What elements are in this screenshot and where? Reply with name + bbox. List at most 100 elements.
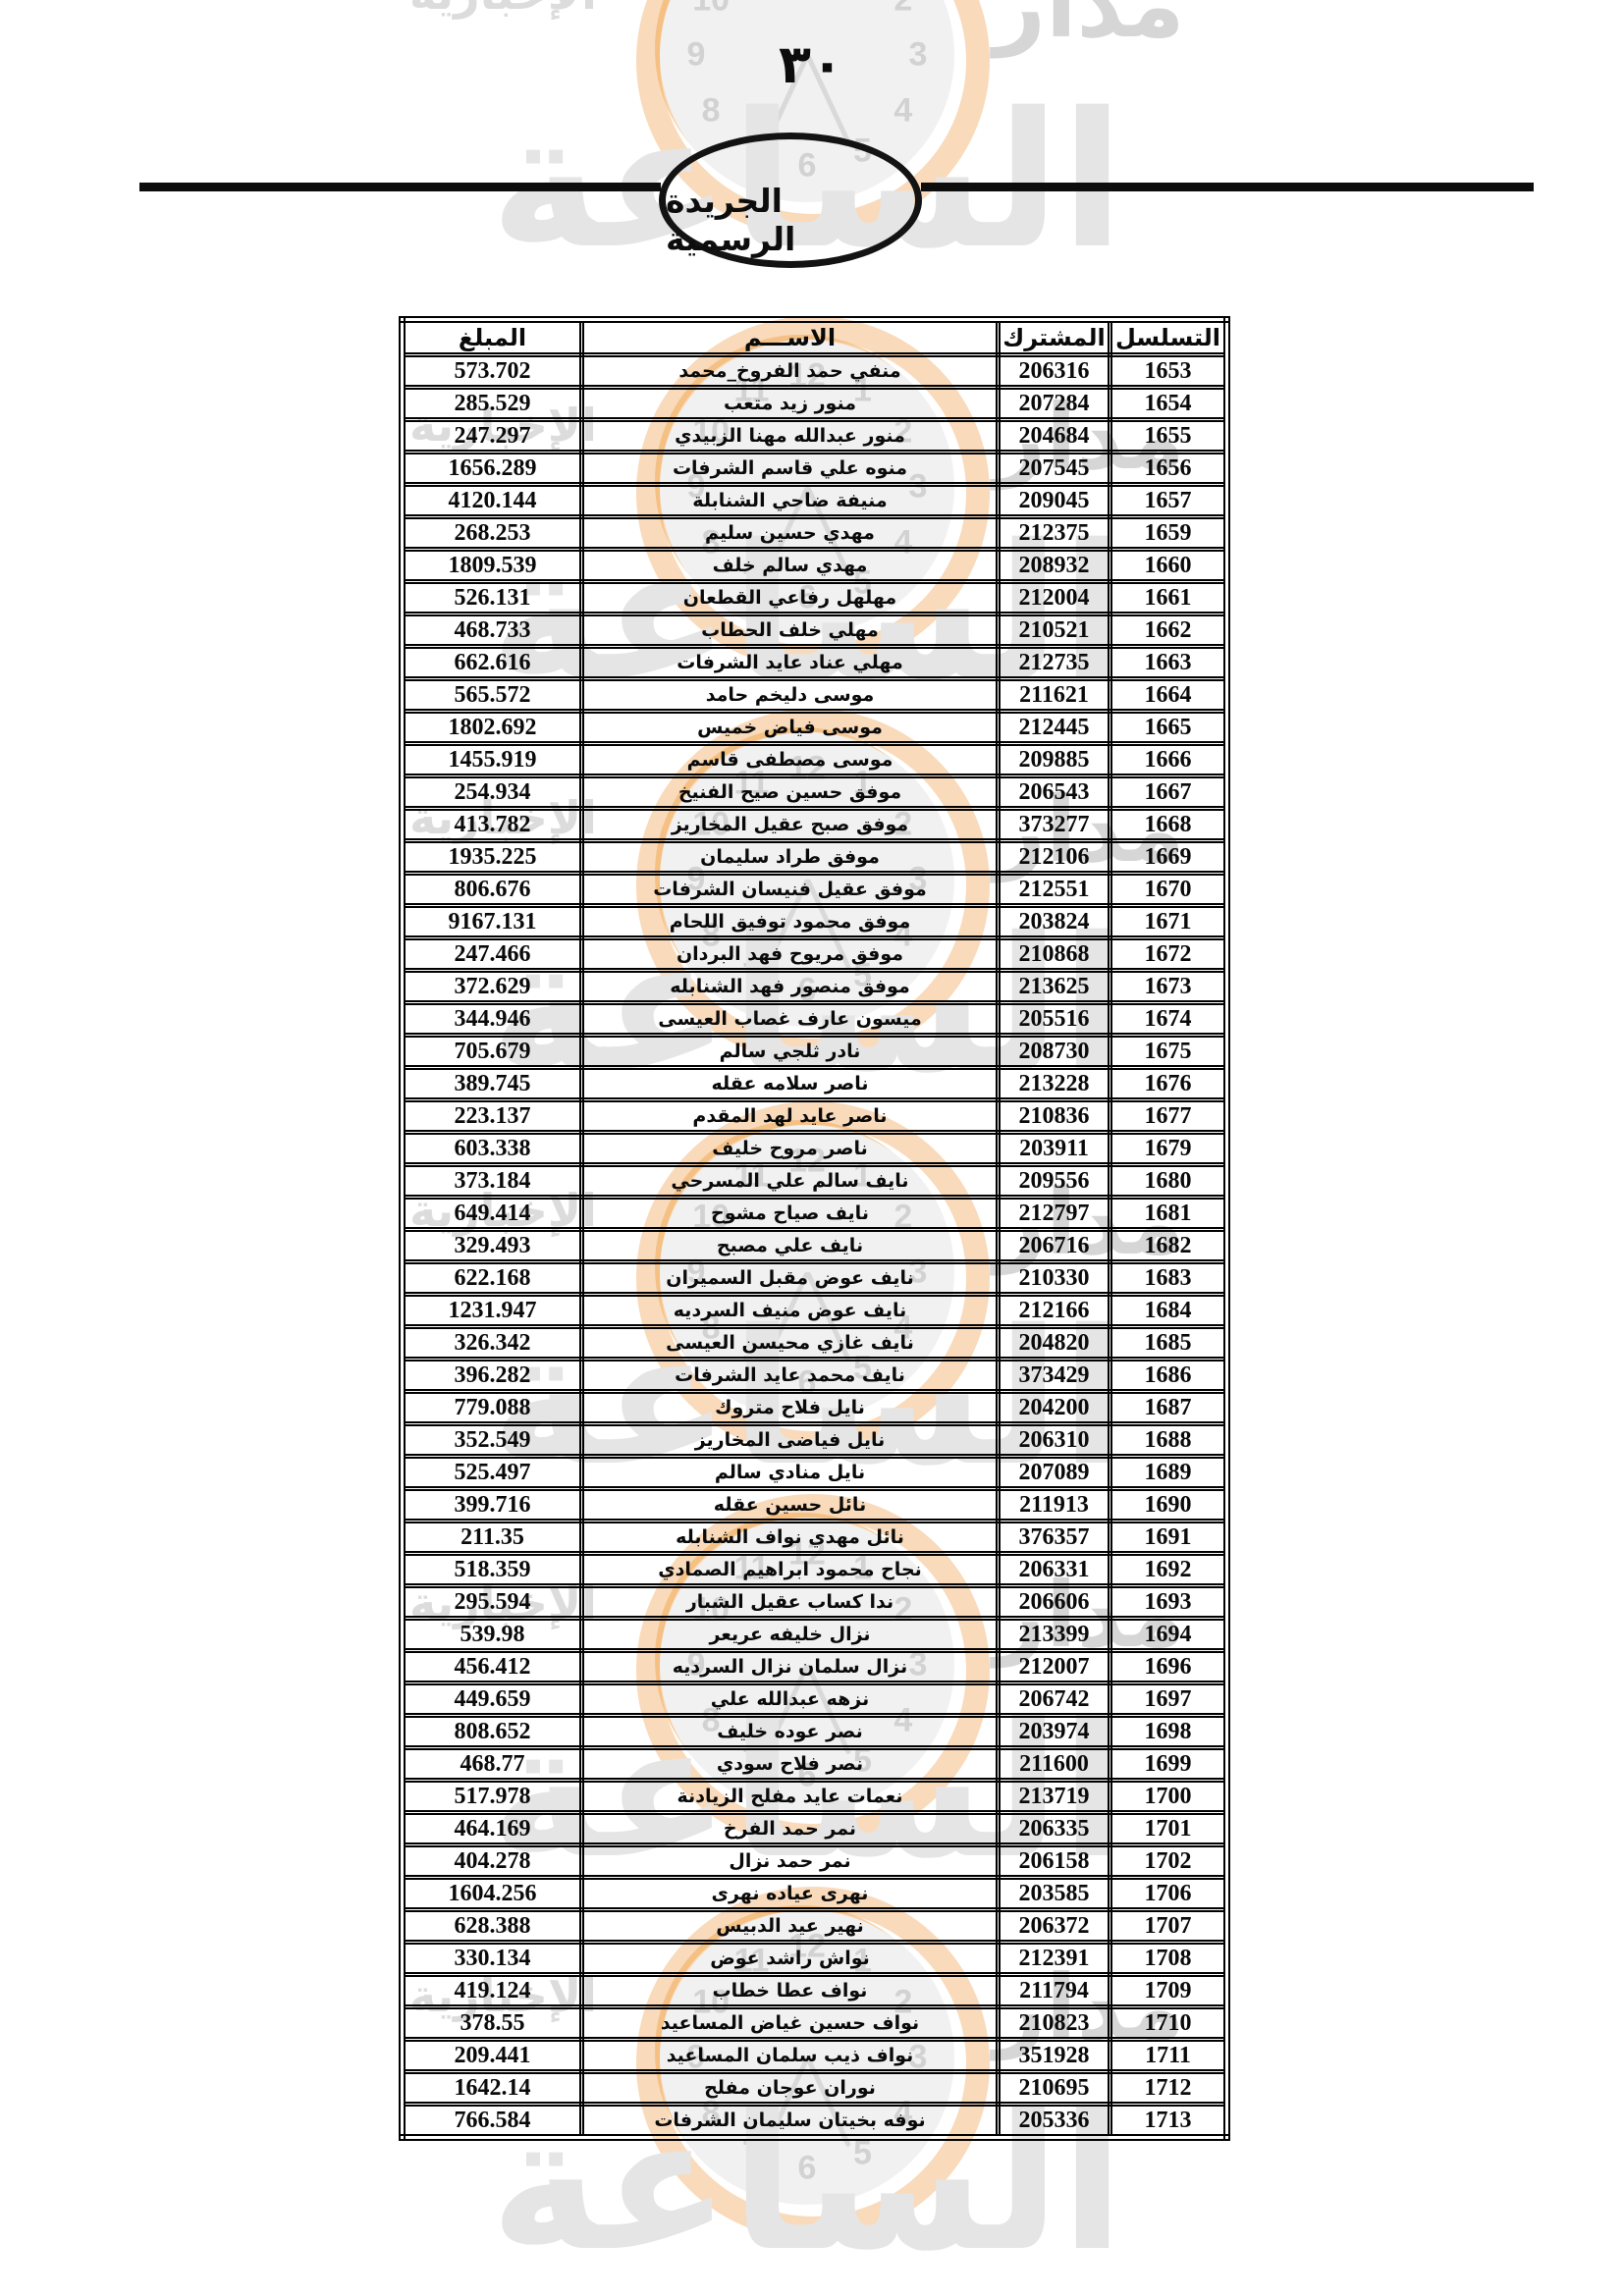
amount-cell: 468.77 <box>400 1745 584 1783</box>
table-row: 1672 210868 موفق مريوح فهد البردان 247.466 <box>400 935 1229 973</box>
watermark-word-akhbaria: الإخبارية <box>409 0 597 16</box>
header-subscriber: المشترك <box>996 317 1112 357</box>
serial-cell: 1655 <box>1108 417 1229 454</box>
header-amount: المبلغ <box>400 317 584 357</box>
table-row: 1654 207284 منور زيد متعب 285.529 <box>400 385 1229 422</box>
subscriber-cell: 373277 <box>996 806 1112 843</box>
subscriber-cell: 203824 <box>996 903 1112 940</box>
subscriber-cell: 205516 <box>996 1000 1112 1038</box>
table-row: 1661 212004 مهلهل رفاعي القطعان 526.131 <box>400 579 1229 616</box>
amount-cell: 396.282 <box>400 1357 584 1394</box>
table-row: 1701 206335 نمر حمد الفرخ 464.169 <box>400 1810 1229 1847</box>
subscriber-cell: 212375 <box>996 514 1112 552</box>
amount-cell: 223.137 <box>400 1097 584 1135</box>
amount-cell: 372.629 <box>400 968 584 1005</box>
amount-cell: 247.297 <box>400 417 584 454</box>
subscriber-cell: 210330 <box>996 1259 1112 1297</box>
name-cell: موفق عقيل فنيسان الشرفات <box>579 871 1001 908</box>
table-row: 1690 211913 نائل حسين عقله 399.716 <box>400 1486 1229 1523</box>
serial-cell: 1680 <box>1108 1162 1229 1200</box>
name-cell: نوفه بخيتان سليمان الشرفات <box>579 2102 1001 2140</box>
subscriber-cell: 351928 <box>996 2037 1112 2074</box>
name-cell: منوه علي قاسم الشرفات <box>579 450 1001 487</box>
name-cell: نهرى عياده نهرى <box>579 1875 1001 1912</box>
table-row: 1694 213399 نزال خليفه عريعر 539.98 <box>400 1616 1229 1653</box>
subscriber-cell: 213399 <box>996 1616 1112 1653</box>
subscriber-cell: 206606 <box>996 1583 1112 1621</box>
subscriber-cell: 211600 <box>996 1745 1112 1783</box>
serial-cell: 1686 <box>1108 1357 1229 1394</box>
serial-cell: 1691 <box>1108 1519 1229 1556</box>
amount-cell: 662.616 <box>400 644 584 681</box>
table-row: 1696 212007 نزال سلمان نزال السرديه 456.412 <box>400 1648 1229 1685</box>
name-cell: ميسون عارف غصاب العيسى <box>579 1000 1001 1038</box>
amount-cell: 268.253 <box>400 514 584 552</box>
subscribers-table: التسلسل المشترك الاســـم المبلغ 1653 2063… <box>399 316 1230 2141</box>
amount-cell: 1231.947 <box>400 1292 584 1329</box>
name-cell: نزال خليفه عريعر <box>579 1616 1001 1653</box>
name-cell: مهدي سالم خلف <box>579 547 1001 584</box>
serial-cell: 1654 <box>1108 385 1229 422</box>
table-row: 1656 207545 منوه علي قاسم الشرفات 1656.289 <box>400 450 1229 487</box>
subscriber-cell: 204200 <box>996 1389 1112 1426</box>
serial-cell: 1682 <box>1108 1227 1229 1264</box>
name-cell: منور عبدالله مهنا الزبيدي <box>579 417 1001 454</box>
subscriber-cell: 211794 <box>996 1972 1112 2009</box>
name-cell: منفي حمد الفروخ_محمد <box>579 352 1001 390</box>
amount-cell: 603.338 <box>400 1130 584 1167</box>
subscriber-cell: 210836 <box>996 1097 1112 1135</box>
amount-cell: 539.98 <box>400 1616 584 1653</box>
table-row: 1670 212551 موفق عقيل فنيسان الشرفات 806.67… <box>400 871 1229 908</box>
amount-cell: 285.529 <box>400 385 584 422</box>
amount-cell: 779.088 <box>400 1389 584 1426</box>
subscriber-cell: 212735 <box>996 644 1112 681</box>
serial-cell: 1653 <box>1108 352 1229 390</box>
subscriber-cell: 211621 <box>996 676 1112 714</box>
watermark-word-madar: مدار <box>994 0 1185 58</box>
name-cell: ناصر عايد لهد المقدم <box>579 1097 1001 1135</box>
name-cell: نمر حمد نزال <box>579 1842 1001 1880</box>
subscriber-cell: 212551 <box>996 871 1112 908</box>
serial-cell: 1674 <box>1108 1000 1229 1038</box>
serial-cell: 1696 <box>1108 1648 1229 1685</box>
table-row: 1688 206310 نايل فياضى المخاريز 352.549 <box>400 1421 1229 1459</box>
serial-cell: 1670 <box>1108 871 1229 908</box>
subscriber-cell: 212391 <box>996 1940 1112 1977</box>
name-cell: نايل فلاح متروك <box>579 1389 1001 1426</box>
subscriber-cell: 203585 <box>996 1875 1112 1912</box>
name-cell: موسى دليخم حامد <box>579 676 1001 714</box>
amount-cell: 1809.539 <box>400 547 584 584</box>
name-cell: نزال سلمان نزال السرديه <box>579 1648 1001 1685</box>
serial-cell: 1692 <box>1108 1551 1229 1588</box>
amount-cell: 468.733 <box>400 612 584 649</box>
amount-cell: 378.55 <box>400 2004 584 2042</box>
subscriber-cell: 213228 <box>996 1065 1112 1102</box>
subscriber-cell: 376357 <box>996 1519 1112 1556</box>
amount-cell: 1656.289 <box>400 450 584 487</box>
table-body: 1653 206316 منفي حمد الفروخ_محمد 573.702 165… <box>400 352 1229 2140</box>
serial-cell: 1656 <box>1108 450 1229 487</box>
serial-cell: 1661 <box>1108 579 1229 616</box>
name-cell: نعمات عايد مفلح الزيادنة <box>579 1778 1001 1815</box>
amount-cell: 326.342 <box>400 1324 584 1362</box>
name-cell: نواف عطا خطاب <box>579 1972 1001 2009</box>
serial-cell: 1663 <box>1108 644 1229 681</box>
table-row: 1709 211794 نواف عطا خطاب 419.124 <box>400 1972 1229 2009</box>
subscriber-cell: 211913 <box>996 1486 1112 1523</box>
name-cell: نهير عيد الدبيس <box>579 1907 1001 1945</box>
table-row: 1711 351928 نواف ذيب سلمان المساعيد 209.441 <box>400 2037 1229 2074</box>
amount-cell: 247.466 <box>400 935 584 973</box>
clock-number: 6 <box>797 2149 817 2187</box>
amount-cell: 649.414 <box>400 1195 584 1232</box>
table-row: 1677 210836 ناصر عايد لهد المقدم 223.137 <box>400 1097 1229 1135</box>
table-row: 1657 209045 منيفة ضاحي الشنابلة 4120.144 <box>400 482 1229 519</box>
name-cell: نواف حسين غياض المساعيد <box>579 2004 1001 2042</box>
subscriber-cell: 373429 <box>996 1357 1112 1394</box>
amount-cell: 449.659 <box>400 1681 584 1718</box>
name-cell: ناصر سلامه عقله <box>579 1065 1001 1102</box>
amount-cell: 518.359 <box>400 1551 584 1588</box>
subscriber-cell: 206716 <box>996 1227 1112 1264</box>
amount-cell: 525.497 <box>400 1454 584 1491</box>
amount-cell: 389.745 <box>400 1065 584 1102</box>
subscriber-cell: 204684 <box>996 417 1112 454</box>
